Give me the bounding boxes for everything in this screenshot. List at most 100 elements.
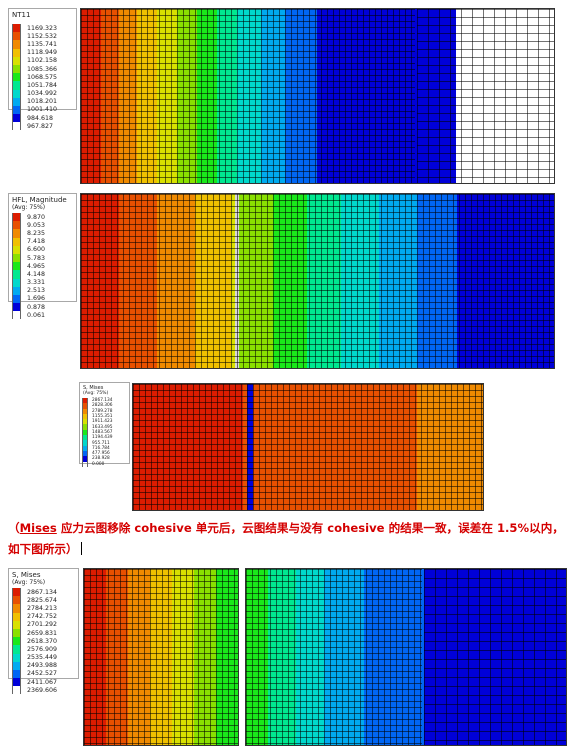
legend-swatch (12, 114, 21, 123)
legend-swatch (12, 89, 21, 98)
legend-title: HFL, Magnitude (12, 196, 67, 204)
legend-entry: 1155.351 (80, 413, 129, 420)
legend-entry: 0.878 (9, 303, 76, 312)
legend-value: 477.956 (92, 451, 110, 457)
legend-entry: 238.928 (80, 456, 129, 462)
legend-entry: 2.513 (9, 286, 76, 295)
contour-band (128, 569, 150, 745)
legend-value: 4.148 (27, 270, 46, 278)
legend-value: 1034.992 (27, 90, 58, 98)
legend-entry: 716.784 (80, 445, 129, 451)
legend-swatch (12, 678, 21, 687)
contour-band (137, 9, 157, 183)
contour-band (457, 194, 554, 368)
legend-swatch (12, 686, 21, 695)
legend-swatch (82, 435, 88, 441)
legend-entry: 2789.278 (80, 408, 129, 414)
legend-swatch (12, 97, 21, 106)
legend-entry: 2742.752 (9, 612, 78, 621)
legend-entry: 2825.674 (9, 596, 78, 605)
legend-swatch (12, 48, 21, 57)
legend-value: 984.618 (27, 114, 54, 122)
mises-left-bands (84, 569, 238, 745)
legend-swatch (82, 413, 88, 420)
legend-swatch (12, 105, 21, 115)
contour-band (268, 569, 296, 745)
contour-band (133, 384, 243, 510)
legend-entry: 0.061 (9, 311, 76, 320)
legend-value: 2789.278 (92, 408, 113, 414)
legend-swatch (82, 398, 88, 404)
legend-value: 1194.439 (92, 435, 113, 441)
legend-subtitle: (Avg: 75%) (12, 204, 46, 211)
legend-value: 1152.532 (27, 32, 58, 40)
legend-swatch (12, 653, 21, 662)
contour-band (150, 569, 172, 745)
legend-entry: 2576.909 (9, 645, 78, 654)
nt11-mesh (80, 8, 555, 184)
legend-swatch (12, 661, 21, 670)
nt11-color-bands (81, 9, 554, 183)
legend-swatch (12, 303, 21, 312)
legend-swatch (12, 270, 21, 279)
text-caret (80, 542, 82, 555)
contour-band (261, 9, 285, 183)
contour-band (417, 194, 457, 368)
legend-swatch (12, 56, 21, 65)
legend-entry: 2411.067 (9, 678, 78, 687)
legend-value: 1135.741 (27, 40, 58, 48)
legend-swatch (12, 596, 21, 605)
legend-entry: 1001.410 (9, 105, 76, 115)
legend-entry: 2659.831 (9, 628, 78, 638)
legend-swatch (82, 403, 88, 409)
legend-value: 2.513 (27, 287, 46, 295)
mises-right-mesh (245, 568, 567, 746)
legend-entry: 1118.949 (9, 48, 76, 57)
legend-entry: 984.618 (9, 114, 76, 123)
contour-band (253, 384, 417, 510)
legend-entry: 1085.366 (9, 64, 76, 74)
legend-value: 9.053 (27, 221, 46, 229)
legend-entry: 4.965 (9, 262, 76, 271)
legend-entry: 1152.532 (9, 32, 76, 41)
mises-left-mesh (83, 568, 239, 746)
mises-split-legend: S, Mises (Avg: 75%) 2867.134 2825.674 2784.2… (8, 568, 79, 695)
legend-entry: 955.711 (80, 440, 129, 446)
contour-band (195, 194, 231, 368)
hfl-mesh (80, 193, 555, 369)
contour-band (157, 9, 177, 183)
legend-value: 2369.606 (27, 686, 58, 694)
legend-value: 1155.351 (92, 414, 113, 420)
contour-band (424, 569, 566, 745)
legend-value: 1169.323 (27, 24, 58, 32)
legend-entry: 1051.784 (9, 81, 76, 90)
legend-entry: 2535.449 (9, 653, 78, 662)
contour-band (341, 194, 379, 368)
legend-value: 6.600 (27, 246, 46, 254)
legend-swatch (12, 73, 21, 82)
contour-band (172, 569, 194, 745)
legend-swatch (12, 81, 21, 90)
legend-swatch (82, 445, 88, 451)
legend-value: 1018.201 (27, 98, 58, 106)
legend-entry: 1483.567 (80, 429, 129, 436)
legend-swatch (12, 253, 21, 263)
contour-band (296, 569, 324, 745)
legend-entry: 2618.370 (9, 637, 78, 646)
legend-swatch (12, 628, 21, 638)
contour-band (106, 569, 128, 745)
legend-value: 1118.949 (27, 49, 58, 57)
legend-swatch (12, 24, 21, 33)
legend-swatch (12, 221, 21, 230)
legend-value: 9.870 (27, 213, 46, 221)
contour-band (379, 194, 417, 368)
legend-entry: 4.148 (9, 270, 76, 279)
contour-band (273, 194, 307, 368)
legend-value: 2784.213 (27, 604, 58, 612)
legend-value: 1102.158 (27, 57, 58, 65)
legend-swatch (82, 440, 88, 446)
legend-value: 967.827 (27, 122, 54, 130)
contour-band (81, 194, 119, 368)
legend-entry: 3.331 (9, 278, 76, 287)
legend-entry: 1911.423 (80, 419, 129, 425)
